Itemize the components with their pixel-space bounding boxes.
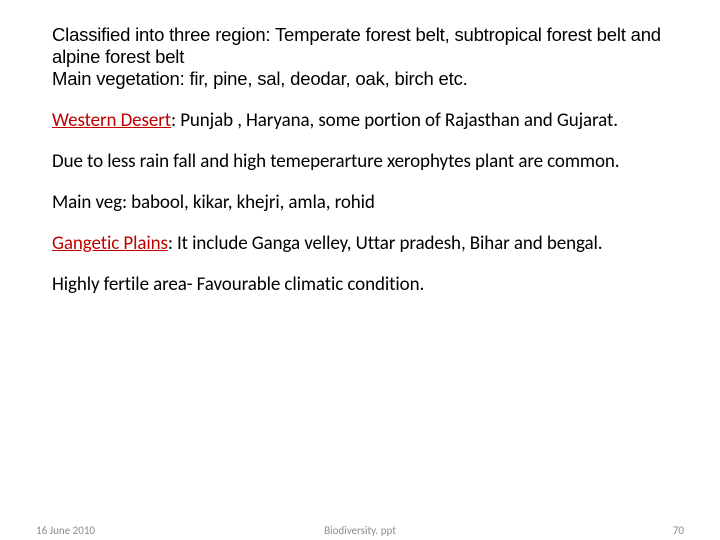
slide: Classified into three region: Temperate … — [0, 0, 720, 540]
paragraph-western-desert: Western Desert: Punjab , Haryana, some p… — [52, 109, 672, 132]
paragraph-gangetic: Gangetic Plains: It include Ganga velley… — [52, 232, 672, 255]
text-vegetation: Main vegetation: fir, pine, sal, deodar,… — [52, 68, 468, 89]
paragraph-classification: Classified into three region: Temperate … — [52, 24, 672, 91]
footer-title: Biodiversity. ppt — [0, 524, 720, 537]
heading-western-desert: Western Desert — [52, 109, 171, 132]
text-main-veg: Main veg: babool, kikar, khejri, amla, r… — [52, 191, 375, 214]
heading-gangetic-plains: Gangetic Plains — [52, 232, 168, 255]
text-gangetic-body: : It include Ganga velley, Uttar pradesh… — [168, 232, 603, 255]
paragraph-fertile: Highly fertile area- Favourable climatic… — [52, 273, 672, 296]
paragraph-rainfall: Due to less rain fall and high temeperar… — [52, 150, 672, 173]
text-fertile: Highly fertile area- Favourable climatic… — [52, 273, 424, 296]
text-rainfall: Due to less rain fall and high temeperar… — [52, 150, 620, 173]
text-western-desert-body: : Punjab , Haryana, some portion of Raja… — [171, 109, 618, 132]
paragraph-main-veg: Main veg: babool, kikar, khejri, amla, r… — [52, 191, 672, 214]
text-classified: Classified into three region: Temperate … — [52, 24, 661, 67]
footer-page: 70 — [673, 524, 684, 537]
